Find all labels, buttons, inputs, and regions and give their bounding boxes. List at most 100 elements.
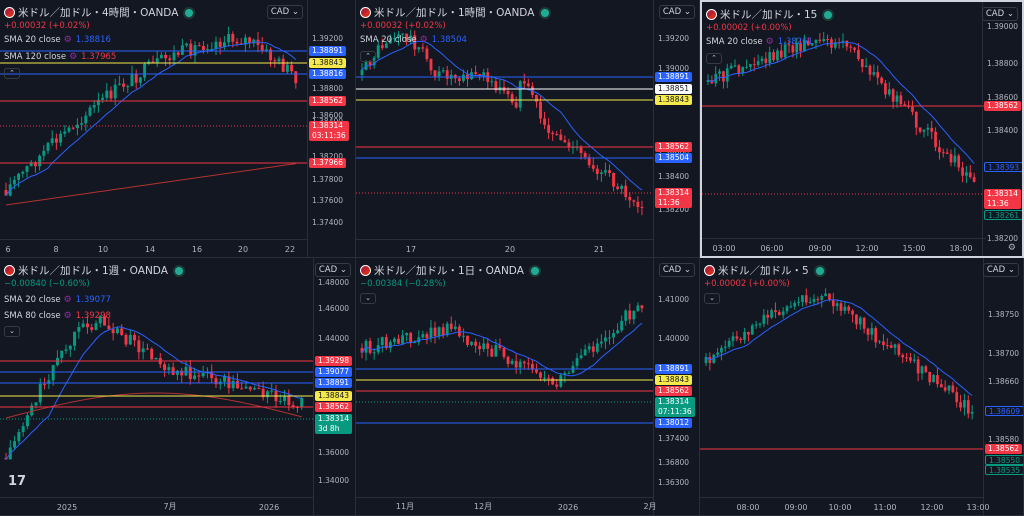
chevron-down-icon[interactable]: ⌄ [704, 293, 720, 304]
indicator-legend[interactable]: SMA 20 close ⚙ 1.38504 [360, 35, 467, 45]
candle-body [539, 101, 542, 119]
indicator-legend[interactable]: SMA 20 close ⚙ 1.38816 [4, 35, 111, 45]
chart-title[interactable]: 米ドル／加ドル・1週・OANDA [4, 263, 183, 278]
chart-panel[interactable]: 米ドル／加ドル・1週・OANDA −0.00840 (−0.60%) SMA 20 … [0, 258, 356, 516]
currency-select[interactable]: CAD ⌄ [658, 5, 695, 19]
candle-body [914, 111, 918, 128]
price-tag: 1.38609 [985, 406, 1023, 416]
price-axis[interactable]: CAD ⌄1.392001.390001.388001.386001.38400… [266, 0, 355, 257]
candle-body [608, 337, 611, 339]
candle-body [227, 376, 231, 389]
candle-body [812, 299, 816, 302]
price-tag: 1.38816 [309, 69, 347, 79]
indicator-legend[interactable]: SMA 20 close ⚙ 1.38261 [706, 37, 813, 47]
candle-body [409, 35, 413, 42]
candle-body [437, 71, 441, 77]
candle-body [185, 43, 189, 46]
chart-panel[interactable]: 米ドル／加ドル・15 +0.00002 (+0.00%) SMA 20 close ⚙… [700, 0, 1024, 258]
time-axis[interactable]: 03:00 06:00 09:00 12:00 15:00 18:00 [702, 238, 986, 256]
price-plot[interactable] [0, 0, 308, 240]
chart-title[interactable]: 米ドル／加ドル・5 [704, 263, 824, 278]
chart-title[interactable]: 米ドル／加ドル・15 [706, 7, 833, 22]
candle-body [210, 49, 214, 51]
indicator-legend[interactable]: SMA 20 close ⚙ 1.39077 [4, 295, 111, 305]
price-plot[interactable] [356, 0, 654, 240]
candle-body [833, 42, 837, 48]
time-tick: 06:00 [760, 244, 784, 253]
candle-body [932, 375, 935, 383]
candle-body [130, 73, 134, 87]
chart-panel[interactable]: 米ドル／加ドル・1時間・OANDA +0.00032 (+0.02%) SMA 20… [356, 0, 700, 258]
price-tick: 1.37800 [312, 175, 344, 184]
price-axis[interactable]: CAD ⌄ 1.39000 1.38800 1.38600 1.38400 1.38200… [981, 2, 1022, 256]
gear-icon[interactable]: ⚙ [69, 52, 78, 62]
time-tick: 2026 [258, 503, 280, 512]
candle-body [599, 172, 603, 174]
chevron-up-icon[interactable]: ⌃ [360, 51, 376, 62]
gear-icon[interactable]: ⚙ [419, 35, 428, 45]
chart-panel[interactable]: 米ドル／加ドル・4時間・OANDA +0.00032 (+0.02%) SMA 20… [0, 0, 356, 258]
chart-panel[interactable]: 米ドル／加ドル・1日・OANDA −0.00384 (−0.28%) ⌄ CAD ⌄ 1… [356, 258, 700, 516]
price-axis[interactable]: CAD ⌄1.480001.460001.440001.420001.40000… [313, 258, 355, 515]
time-axis[interactable]: 11月 12月 2026 2月 [356, 497, 657, 515]
gear-icon[interactable]: ⚙ [63, 311, 72, 321]
price-axis[interactable]: CAD ⌄1.387501.387001.386601.386201.38580… [982, 258, 1023, 515]
candle-body [739, 338, 743, 341]
gear-icon[interactable]: ⚙ [765, 37, 774, 47]
price-axis[interactable]: CAD ⌄1.410001.400001.390001.380001.37400… [653, 258, 699, 515]
chevron-down-icon: ⌄ [681, 7, 691, 17]
candle-body [876, 72, 880, 78]
gear-icon[interactable]: ⚙ [63, 295, 72, 305]
market-open-dot-icon [815, 266, 824, 275]
price-plot[interactable] [356, 258, 654, 498]
candle-body [899, 95, 903, 105]
candle-body [843, 306, 847, 311]
price-plot[interactable] [700, 258, 984, 498]
candle-body [818, 39, 822, 42]
price-tag: 1.38012 [655, 418, 693, 428]
price-axis[interactable]: CAD ⌄1.392001.390001.388001.386001.38400… [653, 0, 699, 257]
candle-body [231, 34, 235, 42]
price-plot[interactable] [0, 258, 314, 498]
currency-select[interactable]: CAD ⌄ [266, 5, 303, 19]
price-tag-value: 1.38012 [658, 418, 690, 427]
candle-body [938, 147, 941, 153]
gear-icon[interactable]: ⚙ [63, 35, 72, 45]
indicator-legend[interactable]: SMA 120 close ⚙ 1.37965 [4, 52, 116, 62]
price-tag: 1.38562 [985, 444, 1023, 454]
usdcad-flag-icon [706, 9, 717, 20]
price-plot[interactable] [702, 2, 986, 242]
chevron-down-icon[interactable]: ⌄ [360, 293, 376, 304]
time-axis[interactable]: 2025 7月 2026 [0, 497, 314, 515]
time-axis[interactable]: 6 8 10 14 16 20 22 [0, 239, 308, 257]
currency-select[interactable]: CAD ⌄ [658, 263, 695, 277]
chart-title[interactable]: 米ドル／加ドル・4時間・OANDA [4, 5, 194, 20]
candle-body [453, 326, 457, 330]
chevron-down-icon[interactable]: ⌄ [4, 326, 20, 337]
candle-body [727, 340, 731, 347]
chart-title[interactable]: 米ドル／加ドル・1日・OANDA [360, 263, 539, 278]
time-axis[interactable]: 08:00 09:00 10:00 11:00 12:00 13:00 [700, 497, 990, 515]
time-axis[interactable]: 17 20 21 [356, 239, 654, 257]
price-tag: 1.38843 [309, 58, 347, 68]
chart-panel[interactable]: 米ドル／加ドル・5 +0.00002 (+0.00%) ⌄ CAD ⌄ 1.38750 1… [700, 258, 1024, 516]
currency-select[interactable]: CAD ⌄ [981, 7, 1018, 21]
candle-body [171, 367, 175, 375]
candle-body [126, 86, 130, 88]
candle-body [965, 172, 968, 176]
price-tag-value: 1.38562 [987, 101, 1019, 110]
chevron-up-icon[interactable]: ⌃ [4, 68, 20, 79]
currency-select[interactable]: CAD ⌄ [314, 263, 351, 277]
candle-body [543, 377, 546, 379]
candle-body [210, 371, 214, 379]
candle-body [98, 316, 102, 324]
scale-settings-icon[interactable]: ⚙ [1007, 243, 1016, 253]
candle-body [138, 77, 142, 83]
currency-select[interactable]: CAD ⌄ [982, 263, 1019, 277]
candle-body [612, 173, 615, 187]
chevron-up-icon[interactable]: ⌃ [706, 53, 722, 64]
chart-title[interactable]: 米ドル／加ドル・1時間・OANDA [360, 5, 550, 20]
candle-body [510, 94, 514, 103]
candle-body [885, 345, 889, 347]
indicator-legend[interactable]: SMA 80 close ⚙ 1.39298 [4, 311, 111, 321]
